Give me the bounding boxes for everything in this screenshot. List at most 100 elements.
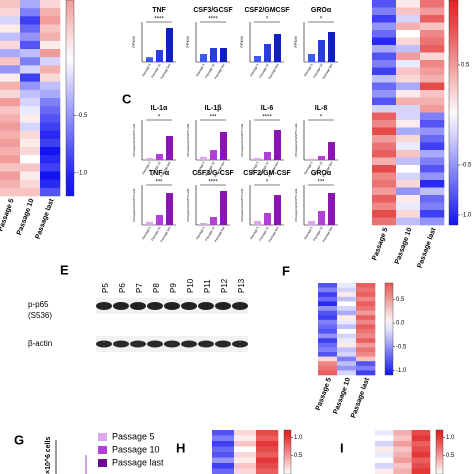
heatmap-cell xyxy=(356,306,376,311)
heatmap-cell xyxy=(0,106,21,115)
heatmap-cell xyxy=(318,333,338,339)
heatmap-cell xyxy=(20,163,41,172)
significance: * xyxy=(158,115,161,121)
heatmap-cell xyxy=(212,435,235,442)
legend-label: Passage 10 xyxy=(112,444,160,454)
heatmap-cell xyxy=(411,435,431,442)
heatmap-cell xyxy=(356,319,376,325)
heatmap-cell xyxy=(356,356,376,362)
heatmap-cell xyxy=(40,81,61,91)
heatmap-cell xyxy=(20,89,41,99)
heatmap-cell xyxy=(337,324,357,330)
heatmap-cell xyxy=(20,114,41,123)
heatmap-cell xyxy=(420,210,445,218)
band xyxy=(215,340,231,348)
heatmap-cell xyxy=(0,89,21,99)
heatmap-cell xyxy=(420,202,445,211)
x-tick-label: Passage 5 xyxy=(249,161,260,176)
heatmap-cell xyxy=(318,315,338,321)
heatmap-cell xyxy=(375,441,394,447)
x-tick-label: Passage 10 xyxy=(150,226,162,242)
panel-label: C xyxy=(122,91,132,106)
y-axis-label: Pictograms/ml/10^6 cells xyxy=(132,123,136,157)
heatmap-cell xyxy=(0,138,21,148)
heatmap-cell xyxy=(20,57,41,66)
heatmap-cell xyxy=(411,457,431,464)
heatmap-cell xyxy=(372,127,397,136)
heatmap-cell xyxy=(0,179,21,189)
heatmap-cell xyxy=(372,75,397,83)
chart-title: IL-1α xyxy=(151,105,168,112)
heatmap-cell xyxy=(40,114,61,123)
heatmap-cell xyxy=(318,296,338,302)
heatmap-cell xyxy=(396,15,421,23)
heatmap-cell xyxy=(372,22,397,31)
heatmap-cell xyxy=(396,217,421,226)
heatmap-cell xyxy=(337,342,357,348)
heatmap-cell xyxy=(234,446,257,453)
heatmap-cell xyxy=(256,457,279,464)
heatmap-cell xyxy=(212,446,235,453)
x-tick-label: Passage 10 xyxy=(204,226,216,242)
heatmap-cell xyxy=(356,283,376,288)
chart-title: CSF3/G-CSF xyxy=(192,170,234,177)
panel-label: F xyxy=(282,263,290,278)
blot-target: (S536) xyxy=(28,311,52,320)
heatmap-cell xyxy=(420,120,445,128)
heatmap-cell xyxy=(337,370,357,376)
heatmap-cell xyxy=(0,65,21,74)
heatmap-cell xyxy=(256,446,279,453)
heatmap-cell xyxy=(318,342,338,348)
y-axis-label: Pictograms/ml/10^6 cells xyxy=(186,123,190,157)
heatmap-cell xyxy=(256,441,279,447)
heatmap-cell xyxy=(337,347,357,353)
colorbar xyxy=(435,429,444,474)
heatmap-cell xyxy=(20,65,41,74)
column-label: Passage 5 xyxy=(371,227,389,262)
heatmap-cell xyxy=(420,172,445,181)
heatmap-cell xyxy=(356,310,376,316)
bar xyxy=(220,48,227,62)
heatmap-cell xyxy=(372,195,397,203)
heatmap-cell xyxy=(318,319,338,325)
heatmap-cell xyxy=(372,37,397,46)
heatmap-cell xyxy=(40,32,61,42)
heatmap-cell xyxy=(318,370,338,376)
heatmap-cell xyxy=(375,463,394,469)
heatmap-cell xyxy=(0,57,21,66)
heatmap-cell xyxy=(337,329,357,334)
heatmap-cell xyxy=(420,0,445,8)
bar xyxy=(308,158,315,160)
heatmap-cell xyxy=(337,292,357,298)
heatmap-cell xyxy=(318,287,338,293)
bar xyxy=(220,191,227,225)
blot-control: β-actin xyxy=(28,339,52,348)
heatmap-cell xyxy=(420,67,445,76)
heatmap-cell xyxy=(356,352,376,357)
heatmap-cell xyxy=(337,310,357,316)
x-tick-label: Passage 5 xyxy=(303,226,314,241)
heatmap-cell xyxy=(372,187,397,196)
heatmap-cell xyxy=(396,90,421,98)
x-tick-label: Passage 5 xyxy=(141,63,152,78)
heatmap-cell xyxy=(40,155,61,164)
heatmap-cell xyxy=(0,8,21,17)
heatmap-cell xyxy=(337,338,357,344)
heatmap-cell xyxy=(256,430,279,436)
heatmap-cell xyxy=(256,435,279,442)
bar xyxy=(274,130,281,160)
heatmap-cell xyxy=(420,97,445,106)
heatmap-cell xyxy=(20,179,41,189)
heatmap-cell xyxy=(234,441,257,447)
heatmap-cell xyxy=(234,463,257,469)
bar xyxy=(166,28,173,62)
x-tick-label: Passage 5 xyxy=(195,63,206,78)
heatmap-cell xyxy=(372,165,397,173)
heatmap-cell xyxy=(40,8,61,17)
heatmap-cell xyxy=(318,338,338,344)
heatmap-cell xyxy=(318,310,338,316)
heatmap-cell xyxy=(212,430,235,436)
x-tick-label: Passage 10 xyxy=(312,226,324,242)
heatmap-cell xyxy=(372,82,397,91)
chart-title: IL-6 xyxy=(261,105,274,112)
